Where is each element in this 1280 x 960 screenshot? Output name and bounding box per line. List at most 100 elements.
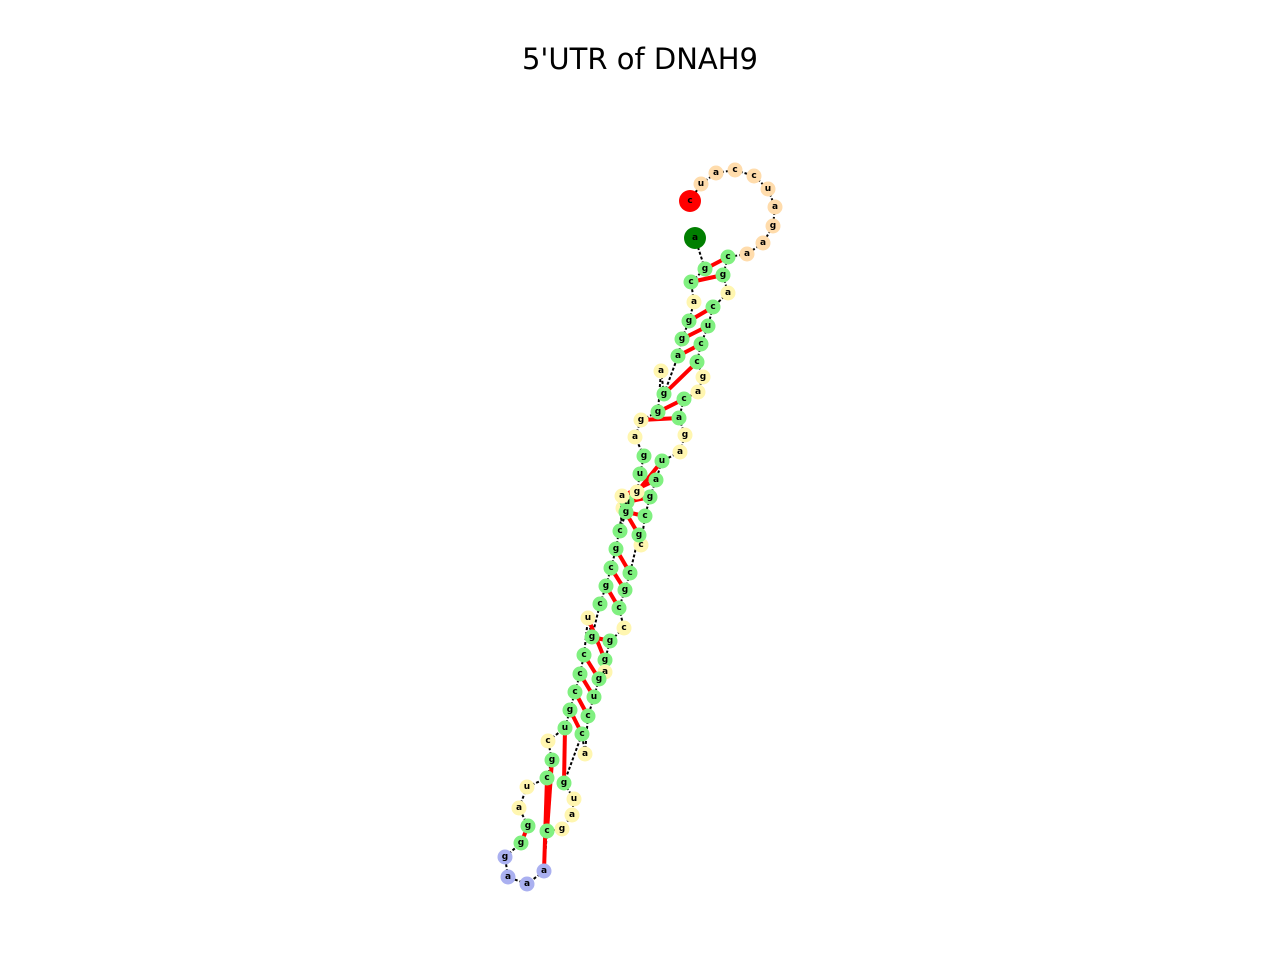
nucleotide-circle [511,800,527,816]
nucleotide-circle [765,218,781,234]
nucleotide-label: c [627,568,632,578]
nucleotide-label: c [608,563,613,573]
nucleotide-circle [611,600,627,616]
nucleotide-label: u [705,321,711,331]
nucleotide-label: c [616,603,621,613]
nucleotide-hairpin: g [497,849,513,865]
nucleotide-stem: c [676,391,692,407]
nucleotide-circle [705,299,721,315]
nucleotide-circle [540,733,556,749]
nucleotide-circle [556,775,572,791]
nucleotide-circle [544,752,560,768]
nucleotide-circle [672,444,688,460]
nucleotide-circle [574,726,590,742]
nucleotide-circle [697,261,713,277]
nucleotide-label: g [589,632,595,642]
nucleotide-stem: c [612,523,628,539]
nucleotide-label: g [655,407,661,417]
nucleotide-label: g [647,492,653,502]
nucleotide-label: c [585,711,590,721]
nucleotide-circle [598,578,614,594]
nucleotide-label: a [713,168,719,178]
nucleotide-circle [708,165,724,181]
nucleotide-exterior: c [727,162,743,178]
nucleotide-label: g [559,824,565,834]
nucleotide-circle [564,807,580,823]
nucleotide-stem: g [674,331,690,347]
backbone-link [660,370,665,395]
nucleotide-label: a [541,866,547,876]
nucleotide-circle [566,791,582,807]
nucleotide-stem: c [693,336,709,352]
nucleotide-label: g [770,221,776,231]
nucleotide-stem: c [603,560,619,576]
nucleotide-stem: g [681,313,697,329]
nucleotide-label: a [772,202,778,212]
nucleotide-label: a [602,667,608,677]
nucleotide-circle [720,249,736,265]
nucleotide-exterior: u [693,176,709,192]
nucleotide-label: u [524,782,530,792]
nucleotide-label: a [677,447,683,457]
nucleotide-circle [580,610,596,626]
nucleotide-stem: c [720,249,736,265]
nucleotide-stem: g [656,386,672,402]
nucleotide-label: a [632,432,638,442]
nucleotide-label: g [634,487,640,497]
nucleotide-circle [767,199,783,215]
nucleotide-circle [519,779,535,795]
nucleotide-stem: g [513,835,529,851]
nucleotide-stem: c [611,600,627,616]
nucleotide-stem: u [632,466,648,482]
nucleotide-circle [755,235,771,251]
nucleotide-interior: a [614,488,630,504]
nucleotide-label: g [518,838,524,848]
nucleotide-circle [577,746,593,762]
backbone-link [526,777,548,788]
nucleotide-stem: c [576,647,592,663]
nucleotide-circle [608,541,624,557]
nucleotide-circle [539,770,555,786]
nucleotide-label: g [636,530,642,540]
nucleotide-circle [592,596,608,612]
nucleotide-label: a [676,413,682,423]
nucleotide-circle [580,708,596,724]
nucleotide-label: g [623,507,629,517]
nucleotide-circle [572,666,588,682]
nucleotide-circle [760,181,776,197]
nucleotide-exterior: c [746,168,762,184]
nucleotide-stem: g [636,448,652,464]
nucleotide-label: c [572,687,577,697]
nucleotide-label: c [681,394,686,404]
nucleotide-stem: g [602,633,618,649]
nucleotide-label: c [688,277,693,287]
chart-title: 5'UTR of DNAH9 [521,42,759,76]
nucleotide-interior: u [566,791,582,807]
nucleotide-exterior: a [739,246,755,262]
nucleotide-circle [536,863,552,879]
nucleotide-circle [497,849,513,865]
nucleotide-circle [627,429,643,445]
nucleotide-stem: g [715,267,731,283]
nucleotide-stem: g [631,527,647,543]
nucleotide-circle [603,560,619,576]
nucleotide-stem: u [654,453,670,469]
backbone-link [518,786,528,809]
nucleotide-circle [653,363,669,379]
nucleotide-label: c [751,171,756,181]
nucleotide-label: c [725,252,730,262]
nucleotide-label: g [700,372,706,382]
nucleotide-interior: c [540,733,556,749]
nucleotide-layer: cua ccuagaacgacuccgacagauagccgcgccggaguca… [497,162,783,892]
nucleotide-stem: c [572,666,588,682]
nucleotide-stem: a [648,472,664,488]
nucleotide-circle [676,391,692,407]
nucleotide-circle [633,412,649,428]
nucleotide-circle [500,869,516,885]
nucleotide-label: c [694,357,699,367]
backbone-link [563,733,583,784]
nucleotide-circle [648,472,664,488]
nucleotide-circle [693,336,709,352]
nucleotide-label: g [602,655,608,665]
nucleotide-interior: g [677,427,693,443]
